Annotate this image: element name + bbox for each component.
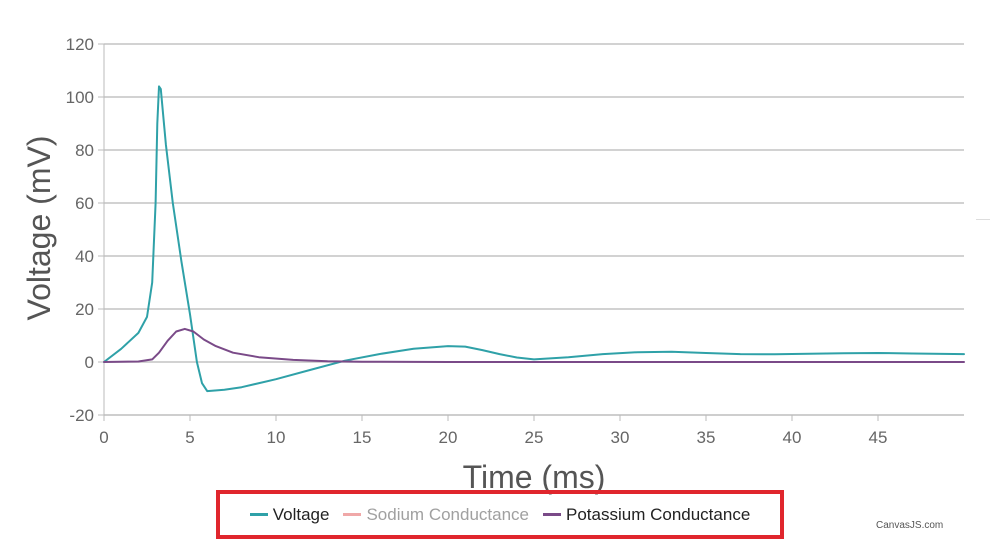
y-tick-label: 60 [75, 194, 94, 213]
edge-mark [976, 219, 990, 220]
legend-swatch-potassium-conductance [543, 513, 561, 516]
series-group [103, 85, 965, 393]
x-tick-label: 45 [869, 428, 888, 447]
x-axis-title: Time (ms) [463, 459, 606, 495]
legend-label-voltage: Voltage [272, 504, 330, 524]
y-tick-label: 20 [75, 300, 94, 319]
x-tick-label: 0 [99, 428, 108, 447]
canvasjs-credit[interactable]: CanvasJS.com [876, 520, 944, 531]
x-tick-label: 40 [783, 428, 802, 447]
y-axis-title: Voltage (mV) [21, 136, 57, 321]
y-tick-label: 100 [66, 88, 94, 107]
x-axis: 0 5 10 15 20 25 30 35 40 45 [99, 414, 964, 447]
x-tick-label: 35 [697, 428, 716, 447]
series-line-voltage [103, 85, 965, 393]
x-tick-label: 25 [525, 428, 544, 447]
legend-item-potassium-conductance[interactable]: Potassium Conductance [543, 505, 750, 525]
y-axis: -20 0 20 40 60 80 100 120 [66, 35, 105, 425]
legend-label-potassium-conductance: Potassium Conductance [566, 504, 751, 524]
y-tick-label: 40 [75, 247, 94, 266]
y-tick-label: 0 [85, 353, 94, 372]
legend-swatch-sodium-conductance [343, 513, 362, 516]
x-tick-label: 30 [611, 428, 630, 447]
legend: Voltage Sodium Conductance Potassium Con… [216, 490, 784, 539]
x-tick-label: 20 [439, 428, 458, 447]
legend-label-sodium-conductance: Sodium Conductance [366, 504, 529, 524]
legend-item-sodium-conductance[interactable]: Sodium Conductance [343, 505, 529, 525]
series-line-potassium-conductance [103, 327, 965, 363]
x-tick-label: 5 [185, 428, 194, 447]
grid-lines [104, 43, 964, 416]
legend-swatch-voltage [249, 513, 268, 516]
y-tick-label: -20 [69, 406, 94, 425]
x-tick-label: 10 [267, 428, 286, 447]
y-tick-label: 120 [66, 35, 94, 54]
x-tick-label: 15 [353, 428, 372, 447]
y-tick-label: 80 [75, 141, 94, 160]
legend-item-voltage[interactable]: Voltage [249, 504, 330, 525]
